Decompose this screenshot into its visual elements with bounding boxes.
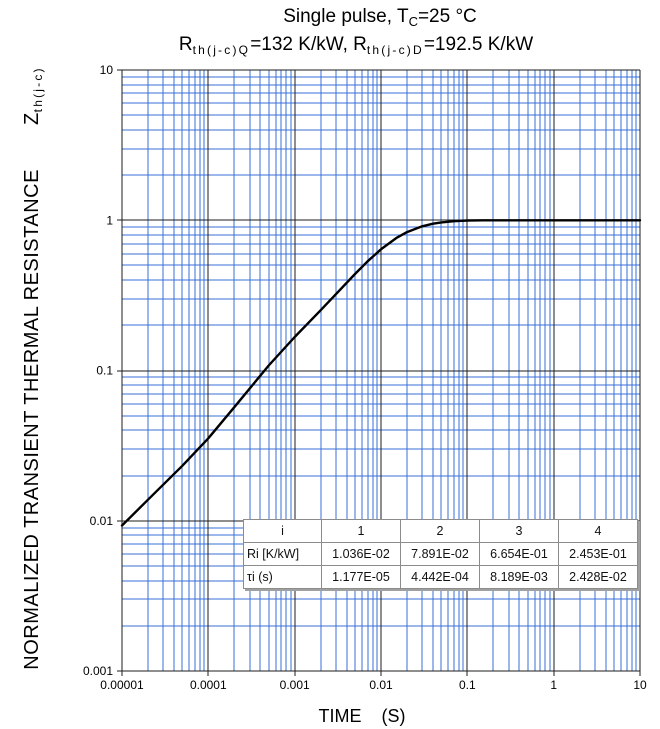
y-tick-label: 10 — [100, 63, 114, 77]
x-tick-label: 10 — [633, 678, 647, 692]
table-cell: 2.428E-02 — [558, 565, 638, 589]
chart-title-line-1: Single pulse, TC=25 °C — [283, 6, 477, 29]
table-row-label: τi (s) — [243, 565, 322, 589]
table-cell: 4.442E-04 — [400, 565, 480, 589]
y-axis-symbol: Z — [21, 112, 43, 126]
x-tick-label: 1 — [550, 678, 557, 692]
table-row: τi (s) 1.177E-05 4.442E-04 8.189E-03 2.4… — [243, 565, 638, 589]
zth-curve — [120, 219, 642, 527]
table-cell: 1.177E-05 — [321, 565, 401, 589]
title-subscript: th(j-c)D — [366, 43, 424, 57]
title-subscript: th(j-c)Q — [192, 43, 251, 57]
y-tick-label: 0.01 — [90, 514, 114, 528]
x-tick-label: 0.001 — [280, 678, 310, 692]
y-axis-label-text: NORMALIZED TRANSIENT THERMAL RESISTANCE — [21, 169, 43, 670]
table-cell: 8.189E-03 — [479, 565, 559, 589]
curve-layer — [120, 219, 642, 527]
title-text: =132 K/kW, R — [250, 34, 367, 55]
table-row: Ri [K/kW] 1.036E-02 7.891E-02 6.654E-01 … — [243, 542, 638, 566]
table-header-cell: 2 — [400, 519, 480, 543]
title-text: R — [178, 34, 193, 55]
title-text: Single pulse, T — [283, 6, 409, 27]
y-tick-label: 0.001 — [83, 664, 113, 678]
table-cell: 2.453E-01 — [558, 542, 638, 566]
x-axis-label: TIME (S) — [318, 706, 406, 726]
table-cell: 6.654E-01 — [479, 542, 559, 566]
y-axis-symbol-subscript: th(j-c) — [31, 66, 45, 113]
table-header-cell: 4 — [558, 519, 638, 543]
y-axis-label: NORMALIZED TRANSIENT THERMAL RESISTANCE Z… — [21, 66, 45, 669]
title-text: =192.5 K/kW — [423, 34, 534, 55]
table-header-cell: 3 — [479, 519, 559, 543]
x-tick-label: 0.00001 — [100, 678, 144, 692]
x-tick-label: 0.0001 — [190, 678, 227, 692]
table-cell: 7.891E-02 — [400, 542, 480, 566]
table-row-label: Ri [K/kW] — [243, 542, 322, 566]
table-header-cell: 1 — [321, 519, 401, 543]
y-tick-label: 0.1 — [96, 364, 113, 378]
table-header-row: i 1 2 3 4 — [243, 519, 638, 543]
thermal-model-table: i 1 2 3 4 Ri [K/kW] 1.036E-02 7.891E-02 … — [243, 519, 638, 589]
y-tick-label: 1 — [106, 213, 113, 227]
table-cell: 1.036E-02 — [321, 542, 401, 566]
title-text: =25 °C — [417, 6, 477, 27]
chart-title-line-2: Rth(j-c)Q=132 K/kW, Rth(j-c)D=192.5 K/kW — [179, 34, 533, 57]
x-tick-label: 0.1 — [459, 678, 476, 692]
table-header-cell: i — [243, 519, 322, 543]
title-subscript: C — [408, 14, 418, 29]
tick-labels: 0.00001 0.0001 0.001 0.01 0.1 1 10 10 1 0.1 0.01 0.… — [83, 63, 647, 692]
x-tick-label: 0.01 — [369, 678, 393, 692]
